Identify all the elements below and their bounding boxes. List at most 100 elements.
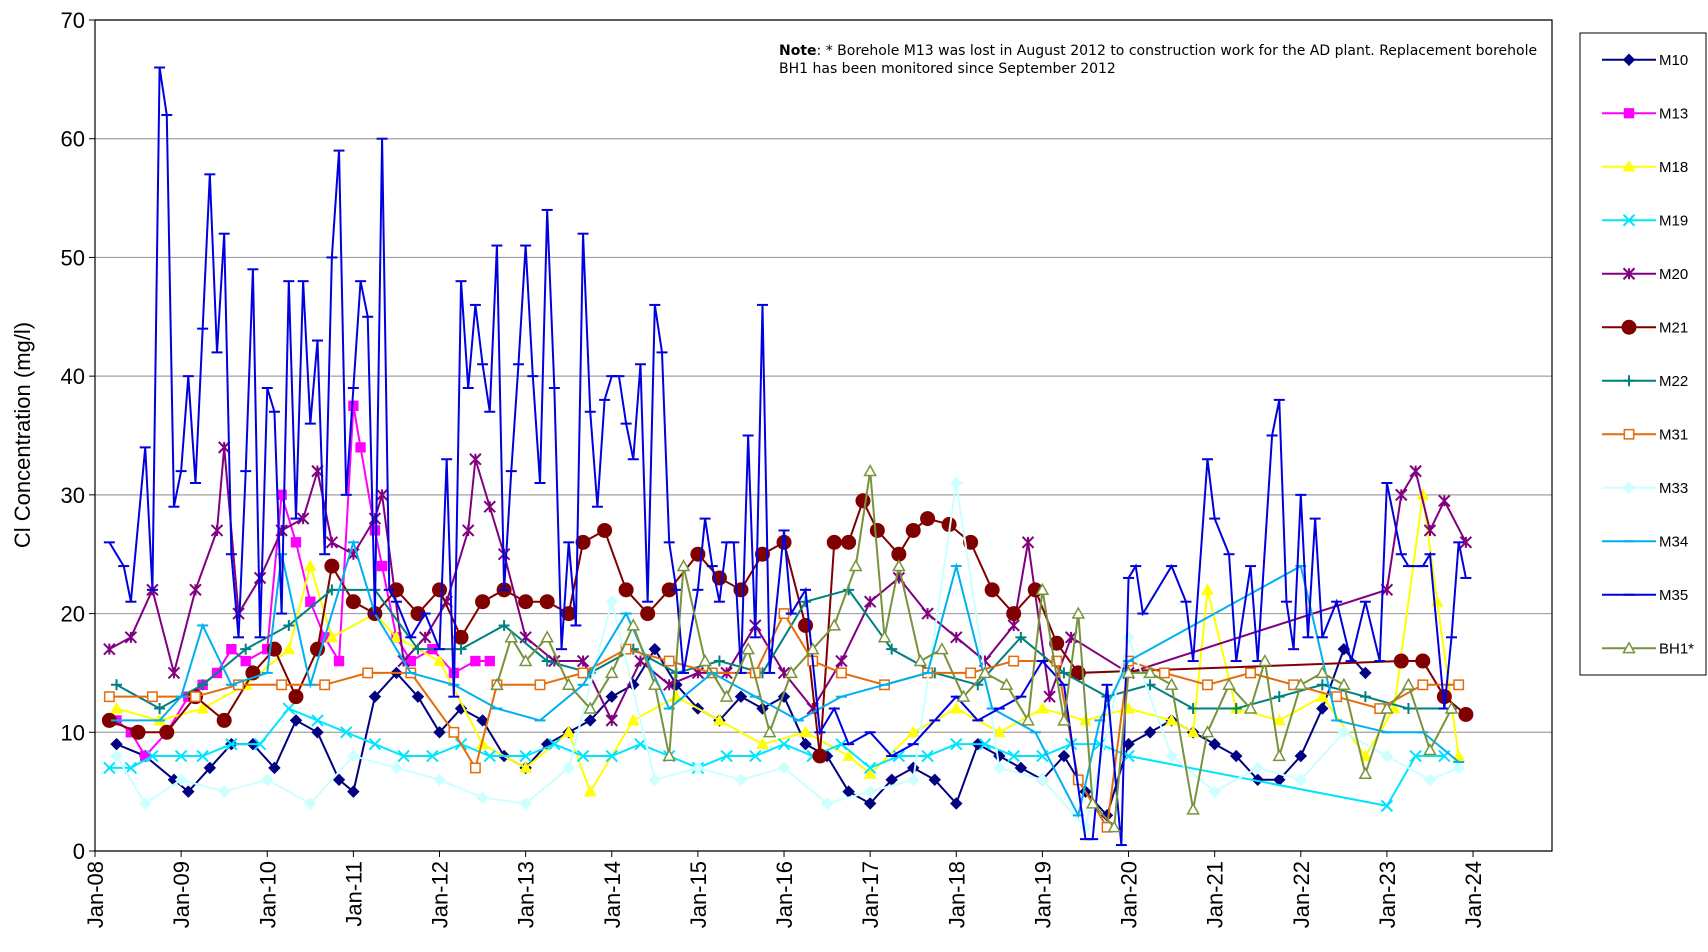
- data-point: [1423, 743, 1437, 756]
- note-text: : * Borehole M13 was lost in August 2012…: [779, 43, 1538, 77]
- data-point: [1007, 619, 1020, 632]
- y-tick-label: 60: [61, 127, 85, 152]
- data-point: [1444, 701, 1459, 714]
- data-point: [1415, 653, 1431, 669]
- data-point: [886, 643, 898, 655]
- data-point: [941, 517, 957, 533]
- data-point: [1452, 761, 1465, 775]
- data-point: [1315, 665, 1330, 679]
- data-point: [1187, 703, 1199, 715]
- legend-marker: [1623, 375, 1635, 387]
- plot-frame: [94, 19, 1553, 852]
- data-point: [836, 667, 847, 679]
- note: Note: * Borehole M13 was lost in August …: [779, 42, 1559, 78]
- series-line: [116, 494, 1460, 794]
- data-point: [583, 785, 597, 797]
- data-point: [562, 725, 576, 738]
- data-point: [146, 691, 158, 703]
- series: [110, 476, 1465, 834]
- data-point: [305, 596, 316, 607]
- legend-marker: [1622, 641, 1636, 654]
- data-point: [776, 534, 792, 550]
- data-point: [111, 679, 123, 691]
- data-point: [1409, 749, 1422, 763]
- data-point: [1057, 713, 1071, 726]
- data-point: [1122, 749, 1135, 763]
- data-point: [950, 631, 963, 644]
- note-label: Note: [779, 43, 817, 59]
- data-point: [713, 655, 725, 667]
- data-point: [891, 546, 907, 562]
- data-point: [605, 749, 618, 763]
- data-point: [1294, 749, 1307, 763]
- data-point: [749, 749, 762, 763]
- legend-label: M22: [1659, 373, 1688, 390]
- data-point: [484, 655, 495, 667]
- data-point: [282, 702, 295, 715]
- data-point: [311, 726, 324, 739]
- data-point: [455, 643, 467, 655]
- data-point: [921, 749, 934, 763]
- data-point: [519, 761, 532, 773]
- x-tick-label: Jan-08: [83, 861, 108, 928]
- data-point: [1159, 667, 1170, 679]
- data-point: [432, 582, 448, 598]
- data-point: [993, 761, 1006, 775]
- data-point: [476, 714, 489, 727]
- data-point: [1008, 655, 1020, 667]
- data-point: [863, 595, 877, 608]
- x-tick-label: Jan-23: [1375, 861, 1400, 928]
- data-point: [332, 773, 346, 786]
- legend-label: M20: [1659, 266, 1688, 283]
- data-point: [1243, 701, 1258, 714]
- data-point: [196, 749, 209, 763]
- data-point: [303, 559, 317, 571]
- legend-marker: [1623, 428, 1635, 440]
- data-point: [1007, 749, 1020, 763]
- data-point: [1164, 677, 1179, 690]
- data-point: [576, 749, 590, 763]
- legend-label: M13: [1659, 105, 1688, 122]
- data-point: [812, 748, 828, 764]
- data-point: [196, 702, 210, 714]
- data-point: [1251, 773, 1264, 786]
- data-point: [225, 737, 238, 751]
- data-point: [290, 537, 302, 548]
- data-point: [920, 511, 936, 527]
- data-point: [1272, 713, 1286, 726]
- data-point: [1071, 606, 1086, 619]
- data-point: [1315, 690, 1329, 702]
- data-point: [541, 655, 553, 667]
- y-tick-label: 30: [61, 483, 85, 508]
- data-point: [453, 629, 469, 645]
- data-point: [820, 797, 834, 810]
- data-point: [863, 464, 877, 477]
- data-point: [841, 534, 857, 550]
- data-point: [1331, 691, 1343, 703]
- data-point: [950, 797, 963, 810]
- legend-label: BH1*: [1659, 640, 1694, 657]
- data-point: [1402, 703, 1414, 715]
- data-point: [805, 642, 820, 655]
- data-point: [411, 690, 425, 703]
- legend: M10 M13 M18 M19 M20 M21 M22 M31 M33 M34 M35 BH1*: [1579, 32, 1707, 676]
- data-point: [965, 667, 977, 679]
- x-tick-label: Jan-20: [1117, 861, 1142, 928]
- legend-marker: [1622, 53, 1636, 66]
- data-point: [1401, 677, 1416, 690]
- series: [110, 488, 1466, 797]
- data-point: [605, 595, 618, 608]
- data-point: [1200, 725, 1215, 738]
- data-point: [154, 703, 166, 715]
- data-point: [1359, 691, 1371, 703]
- data-point: [469, 453, 482, 466]
- data-point: [799, 725, 812, 738]
- data-point: [698, 654, 712, 667]
- data-point: [663, 655, 675, 667]
- data-point: [103, 642, 116, 656]
- data-point: [347, 785, 360, 798]
- data-point: [139, 797, 152, 810]
- data-point: [597, 522, 613, 538]
